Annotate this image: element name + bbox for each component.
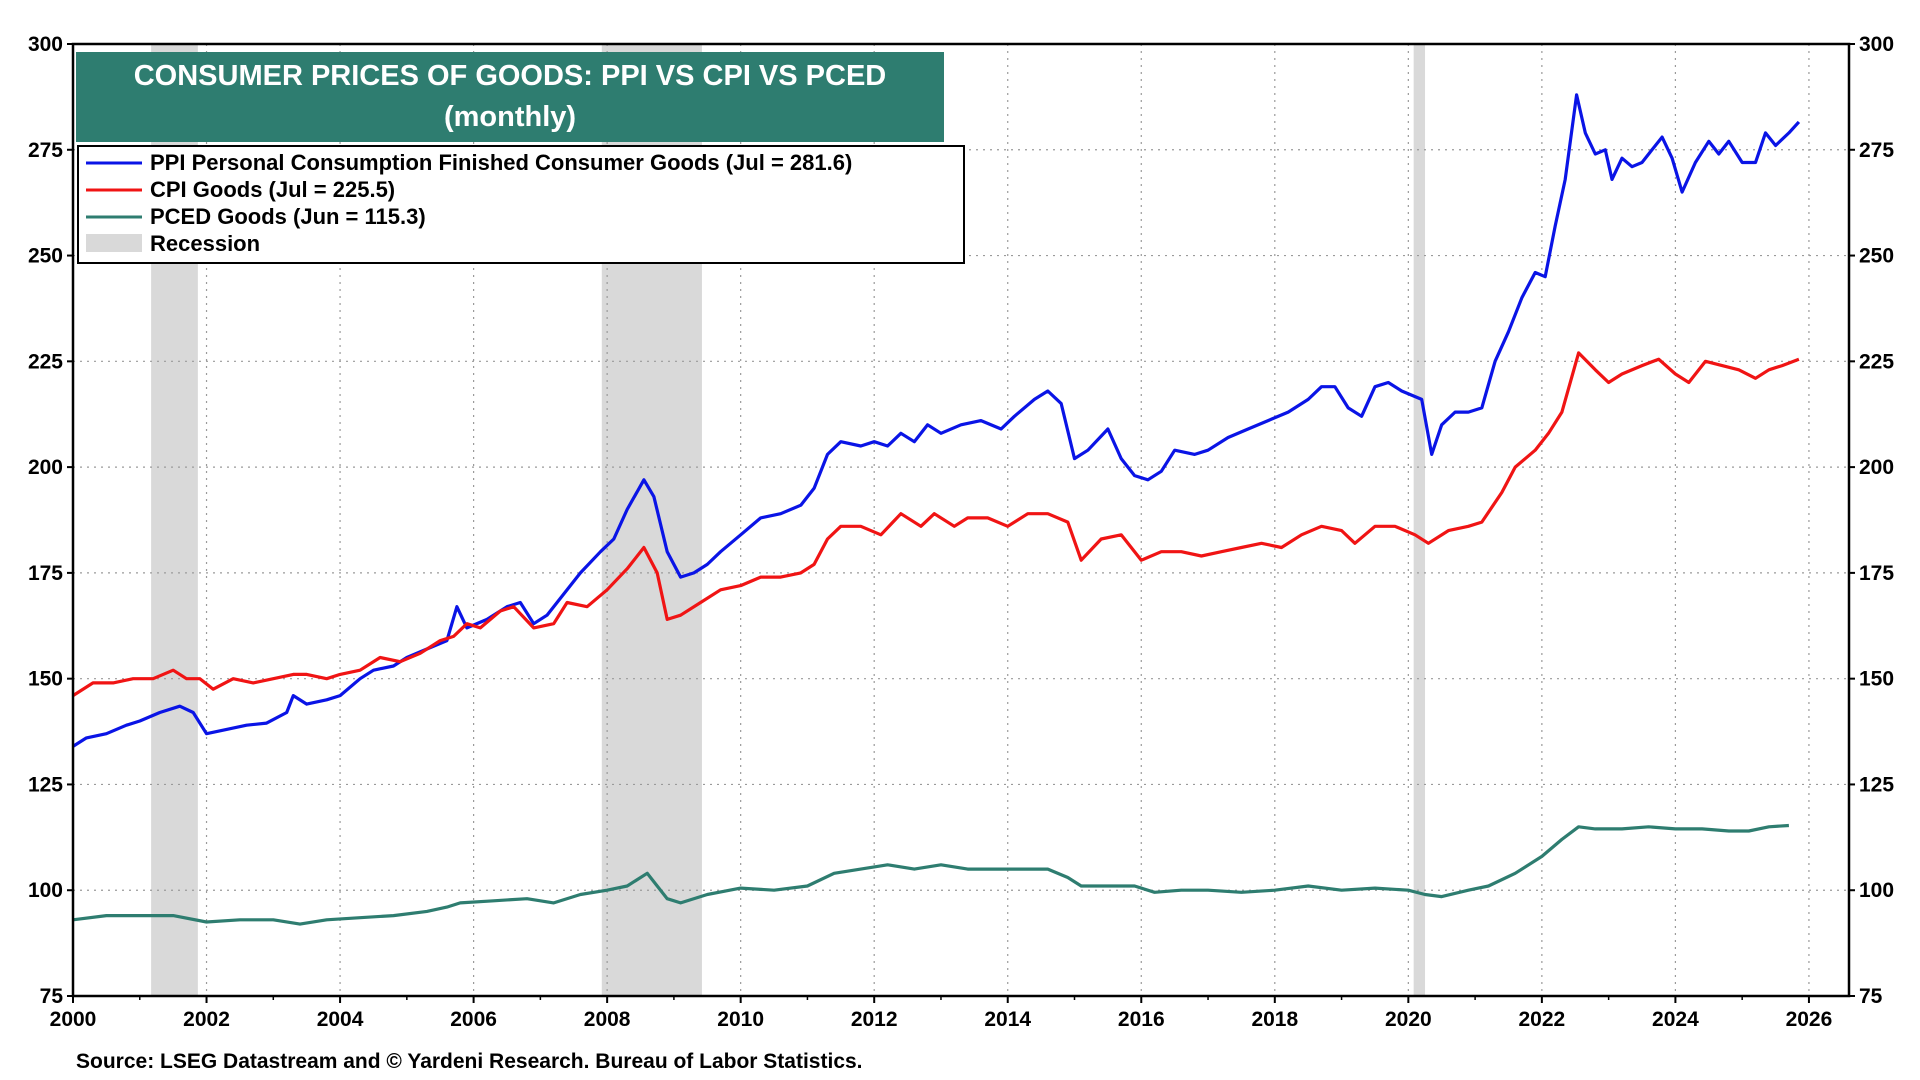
y-tick-label-left: 300 [28, 33, 63, 56]
title-box: CONSUMER PRICES OF GOODS: PPI VS CPI VS … [76, 52, 944, 142]
y-tick-label-right: 275 [1859, 139, 1894, 162]
y-tick-label-left: 175 [28, 562, 63, 585]
legend-swatch-recession [86, 234, 142, 252]
x-tick-label: 2020 [1385, 1008, 1432, 1031]
title-background [76, 52, 944, 142]
y-tick-label-right: 75 [1859, 985, 1883, 1008]
legend-label-cpi: CPI Goods (Jul = 225.5) [150, 177, 395, 202]
series-lines [72, 93, 1801, 926]
legend-box [77, 145, 965, 264]
y-tick-label-left: 150 [28, 668, 63, 691]
x-tick-label: 2006 [450, 1008, 497, 1031]
x-tick-label: 2010 [717, 1008, 764, 1031]
x-tick-label: 2018 [1251, 1008, 1298, 1031]
series-line-pced [72, 823, 1790, 926]
x-tick-label: 2012 [851, 1008, 898, 1031]
y-tick-label-right: 175 [1859, 562, 1894, 585]
y-tick-label-left: 250 [28, 245, 63, 268]
y-tick-label-left: 200 [28, 456, 63, 479]
y-tick-label-right: 150 [1859, 668, 1894, 691]
y-tick-label-left: 75 [40, 985, 64, 1008]
y-tick-label-right: 300 [1859, 33, 1894, 56]
x-tick-label: 2024 [1652, 1008, 1699, 1031]
legend-label-pced: PCED Goods (Jun = 115.3) [150, 204, 426, 229]
plot-frame [71, 42, 1851, 998]
y-tick-label-right: 125 [1859, 773, 1894, 796]
y-tick-label-left: 275 [28, 139, 63, 162]
legend: PPI Personal Consumption Finished Consum… [77, 145, 965, 264]
y-tick-label-right: 200 [1859, 456, 1894, 479]
chart-title: CONSUMER PRICES OF GOODS: PPI VS CPI VS … [134, 60, 887, 92]
x-tick-label: 2026 [1786, 1008, 1833, 1031]
axes: 2000 2002 2004 2006 2008 2010 2012 2014 2016 2018… [28, 33, 1894, 1031]
x-tick-label: 2004 [317, 1008, 364, 1031]
y-tick-label-left: 125 [28, 773, 63, 796]
x-tick-label: 2014 [984, 1008, 1031, 1031]
legend-label-recession: Recession [150, 231, 260, 256]
series-line-cpi [72, 351, 1800, 697]
x-tick-label: 2008 [584, 1008, 631, 1031]
chart-subtitle: (monthly) [444, 101, 576, 133]
x-tick-label: 2022 [1519, 1008, 1566, 1031]
recession-band-2 [1413, 44, 1426, 996]
x-tick-label: 2000 [50, 1008, 97, 1031]
y-tick-label-left: 100 [28, 879, 63, 902]
y-tick-label-right: 100 [1859, 879, 1894, 902]
y-tick-label-right: 225 [1859, 350, 1894, 373]
y-tick-label-right: 250 [1859, 245, 1894, 268]
x-tick-label: 2002 [183, 1008, 230, 1031]
x-tick-label: 2016 [1118, 1008, 1165, 1031]
y-tick-label-left: 225 [28, 350, 63, 373]
source-note: Source: LSEG Datastream and © Yardeni Re… [76, 1050, 863, 1073]
legend-label-ppi: PPI Personal Consumption Finished Consum… [150, 150, 852, 175]
